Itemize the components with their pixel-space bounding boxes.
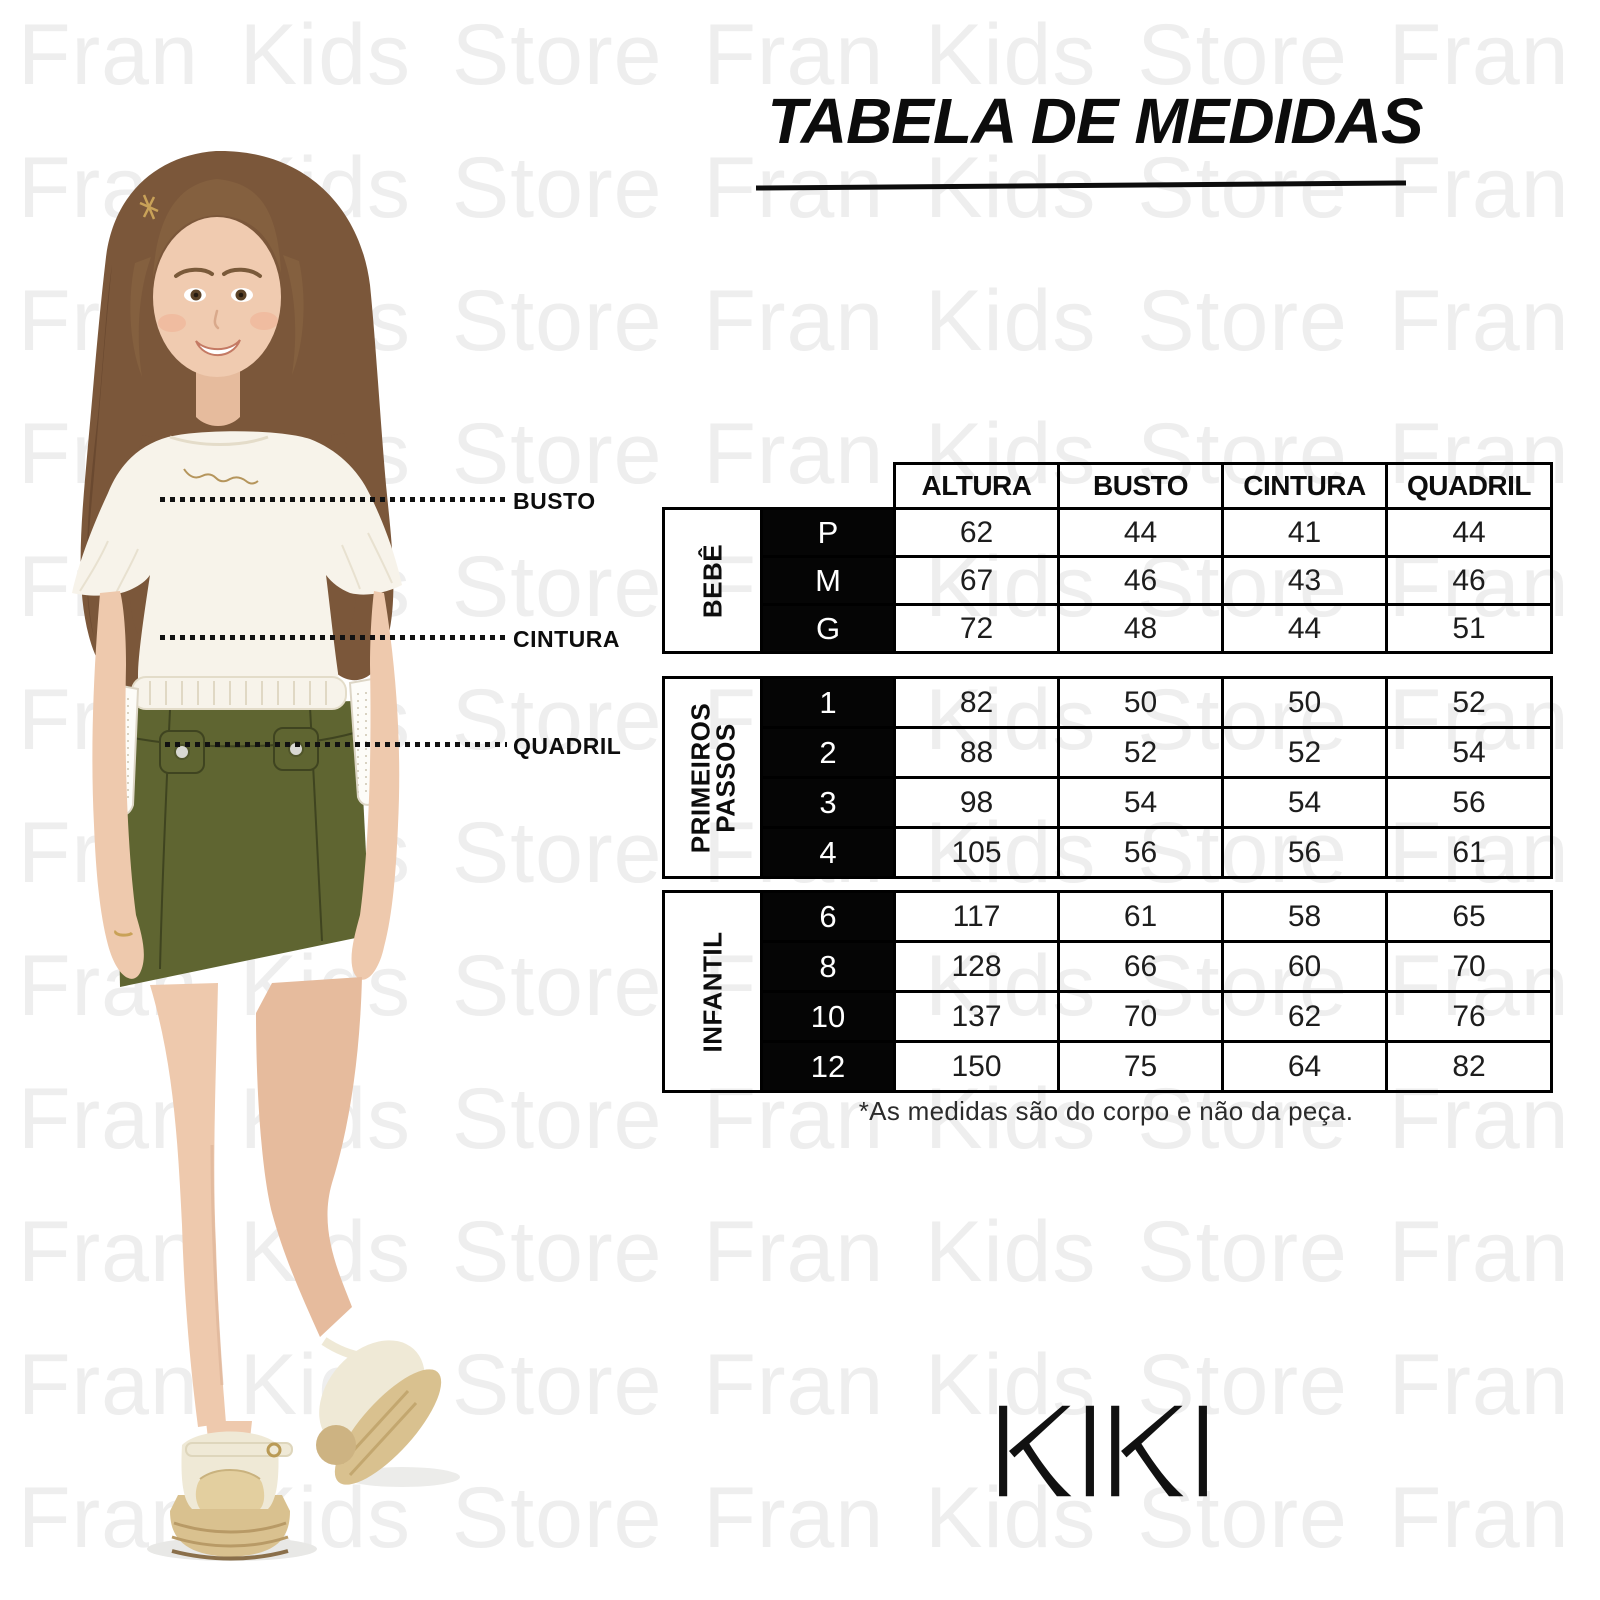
group-label-text: BEBÊ (697, 543, 728, 618)
group-label-infantil: INFANTIL (662, 890, 763, 1093)
group-label-text: INFANTIL (697, 931, 728, 1052)
size-cell: 12 (760, 1040, 896, 1093)
cintura-cell: 54 (1221, 776, 1388, 829)
busto-cell: 56 (1057, 826, 1224, 879)
quadril-cell: 51 (1385, 603, 1553, 654)
busto-label: BUSTO (513, 488, 596, 514)
cintura-cell: 56 (1221, 826, 1388, 879)
page-title: TABELA DE MEDIDAS (767, 85, 1424, 157)
altura-cell: 150 (893, 1040, 1060, 1093)
kiki-logo: KIKI (993, 1404, 1213, 1498)
quadril-cell: 56 (1385, 776, 1553, 829)
size-table-bebe: ALTURA BUSTO CINTURA QUADRIL BEBÊ P 62 4… (662, 462, 1553, 654)
size-cell: 2 (760, 726, 896, 779)
watermark-text: Fran Kids Store Fran Kids Store Fran Kid… (18, 1337, 1600, 1433)
column-header-altura: ALTURA (893, 462, 1060, 510)
cintura-cell: 64 (1221, 1040, 1388, 1093)
table-row: BEBÊ P 62 44 41 44 (662, 507, 1553, 654)
table-row: 2 88 52 52 54 (664, 726, 1553, 779)
altura-cell: 105 (893, 826, 1060, 879)
quadril-cell: 52 (1385, 676, 1553, 729)
busto-cell: 66 (1057, 940, 1224, 993)
column-header-busto: BUSTO (1057, 462, 1224, 510)
size-cell: M (760, 555, 896, 606)
quadril-cell: 46 (1385, 555, 1553, 606)
altura-cell: 137 (893, 990, 1060, 1043)
table-row: INFANTIL 6 117 61 58 65 (662, 890, 1553, 1093)
altura-cell: 117 (893, 890, 1060, 943)
altura-cell: 67 (893, 555, 1060, 606)
girl-photo (72, 150, 460, 1561)
kiki-logo-glyphs (999, 1405, 1207, 1497)
watermark-text: Fran Kids Store Fran Kids Store Fran Kid… (18, 7, 1600, 103)
size-cell: G (760, 603, 896, 654)
cintura-cell: 43 (1221, 555, 1388, 606)
table-row: 3 98 54 54 56 (664, 776, 1553, 829)
size-cell: 3 (760, 776, 896, 829)
table-row: 10 137 70 62 76 (664, 990, 1553, 1043)
cintura-label: CINTURA (513, 626, 620, 652)
busto-cell: 75 (1057, 1040, 1224, 1093)
quadril-dotted-line (165, 742, 507, 747)
table-row: 12 150 75 64 82 (664, 1040, 1553, 1093)
quadril-cell: 54 (1385, 726, 1553, 779)
busto-cell: 61 (1057, 890, 1224, 943)
cintura-cell: 50 (1221, 676, 1388, 729)
group-label-bebe: BEBÊ (662, 507, 763, 654)
quadril-cell: 70 (1385, 940, 1553, 993)
cintura-cell: 52 (1221, 726, 1388, 779)
busto-cell: 46 (1057, 555, 1224, 606)
size-cell: 10 (760, 990, 896, 1043)
busto-dotted-line (160, 497, 505, 502)
quadril-cell: 61 (1385, 826, 1553, 879)
busto-cell: 44 (1057, 507, 1224, 558)
quadril-label: QUADRIL (513, 733, 622, 759)
measurements-footnote: *As medidas são do corpo e não da peça. (858, 1096, 1354, 1126)
column-header-quadril: QUADRIL (1385, 462, 1553, 510)
cintura-cell: 62 (1221, 990, 1388, 1043)
table-row: 4 105 56 56 61 (664, 826, 1553, 879)
group-label-primeiros-passos: PRIMEIROS PASSOS (662, 676, 763, 879)
quadril-cell: 82 (1385, 1040, 1553, 1093)
table-row: G 72 48 44 51 (664, 603, 1553, 654)
size-table-primeiros-passos: PRIMEIROS PASSOS 1 82 50 50 52 2 88 52 5… (662, 676, 1553, 879)
busto-cell: 50 (1057, 676, 1224, 729)
table-corner-spacer (664, 464, 895, 509)
busto-cell: 52 (1057, 726, 1224, 779)
size-table-infantil: INFANTIL 6 117 61 58 65 8 128 66 60 70 1… (662, 890, 1553, 1093)
cintura-cell: 41 (1221, 507, 1388, 558)
altura-cell: 88 (893, 726, 1060, 779)
cintura-dotted-line (160, 635, 508, 640)
altura-cell: 82 (893, 676, 1060, 729)
quadril-cell: 65 (1385, 890, 1553, 943)
quadril-cell: 44 (1385, 507, 1553, 558)
size-cell: 1 (760, 676, 896, 729)
column-header-cintura: CINTURA (1221, 462, 1388, 510)
busto-cell: 48 (1057, 603, 1224, 654)
altura-cell: 128 (893, 940, 1060, 993)
group-label-text: PRIMEIROS PASSOS (684, 702, 740, 853)
size-cell: 6 (760, 890, 896, 943)
busto-cell: 70 (1057, 990, 1224, 1043)
size-cell: 4 (760, 826, 896, 879)
table-row: 8 128 66 60 70 (664, 940, 1553, 993)
altura-cell: 98 (893, 776, 1060, 829)
size-cell: P (760, 507, 896, 558)
size-cell: 8 (760, 940, 896, 993)
altura-cell: 62 (893, 507, 1060, 558)
quadril-cell: 76 (1385, 990, 1553, 1043)
cintura-cell: 44 (1221, 603, 1388, 654)
table-row: PRIMEIROS PASSOS 1 82 50 50 52 (662, 676, 1553, 879)
altura-cell: 72 (893, 603, 1060, 654)
busto-cell: 54 (1057, 776, 1224, 829)
table-row: M 67 46 43 46 (664, 555, 1553, 606)
cintura-cell: 60 (1221, 940, 1388, 993)
cintura-cell: 58 (1221, 890, 1388, 943)
